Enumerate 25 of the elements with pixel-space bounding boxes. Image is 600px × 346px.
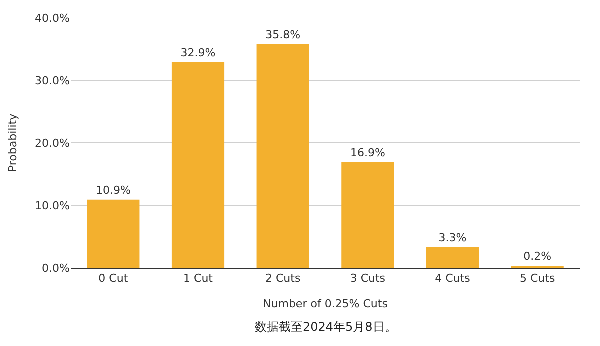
x-axis-title: Number of 0.25% Cuts bbox=[263, 297, 388, 310]
bar bbox=[342, 162, 394, 268]
y-tick-label: 40.0% bbox=[35, 12, 70, 25]
data-label: 16.9% bbox=[350, 146, 386, 160]
bar bbox=[172, 62, 225, 268]
y-tick-label: 20.0% bbox=[35, 136, 70, 150]
data-label: 0.2% bbox=[524, 250, 552, 263]
y-tick-label: 30.0% bbox=[35, 74, 70, 88]
bar bbox=[87, 200, 140, 268]
bar bbox=[426, 247, 480, 268]
x-tick-label: 5 Cuts bbox=[520, 272, 556, 286]
y-axis-title: Probability bbox=[6, 113, 20, 172]
data-label: 35.8% bbox=[266, 28, 301, 42]
text: 数据截至2024年5月8日。 bbox=[255, 320, 397, 334]
x-tick-label: 4 Cuts bbox=[435, 272, 471, 286]
x-tick-label: 2 Cuts bbox=[265, 272, 301, 286]
x-tick-label: 1 Cut bbox=[184, 272, 214, 286]
data-label: 3.3% bbox=[438, 231, 467, 244]
y-tick-label: 10.0% bbox=[35, 199, 70, 212]
x-tick-label: 3 Cuts bbox=[350, 272, 386, 286]
y-tick-label: 0.0% bbox=[42, 262, 70, 275]
data-label: 32.9% bbox=[180, 46, 216, 60]
data-label: 10.9% bbox=[96, 184, 131, 197]
bar bbox=[256, 44, 310, 268]
x-tick-label: 0 Cut bbox=[98, 272, 129, 286]
